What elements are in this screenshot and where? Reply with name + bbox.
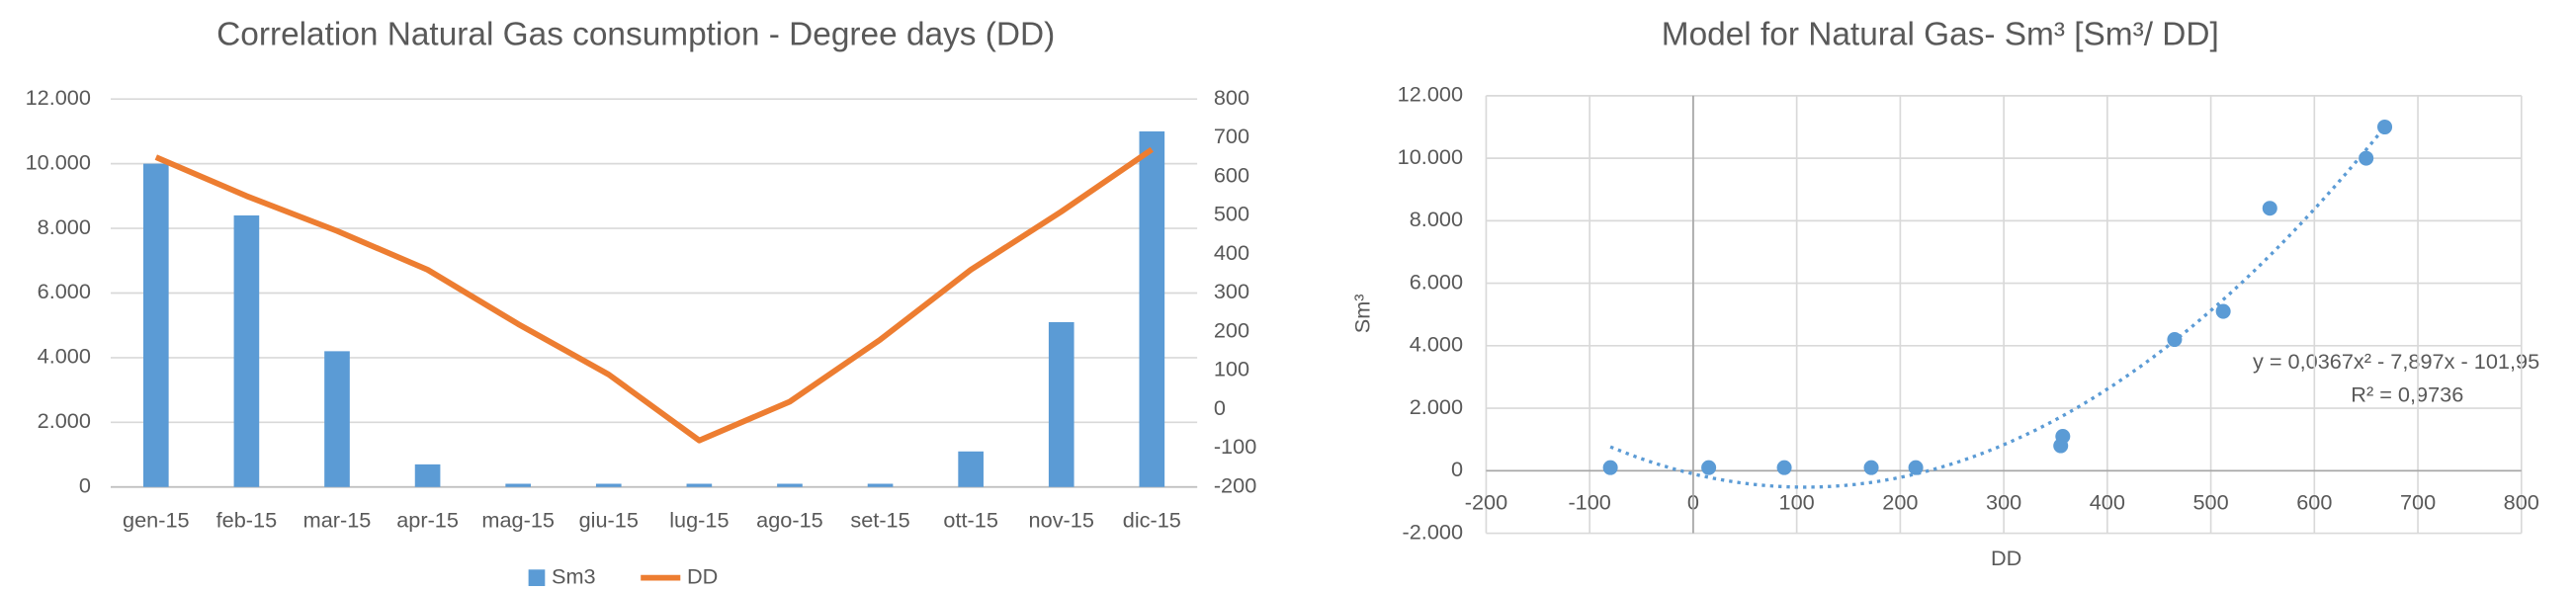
chart-title: Model for Natural Gas- Sm³ [Sm³/ DD] bbox=[1662, 17, 2219, 53]
point bbox=[2215, 303, 2231, 319]
x-tick-label: lug-15 bbox=[669, 508, 729, 533]
x-tick-label: 200 bbox=[1882, 489, 1918, 514]
point bbox=[1602, 460, 1618, 475]
point bbox=[1863, 460, 1879, 475]
y2-tick-label: 200 bbox=[1214, 317, 1249, 342]
y-tick-label: 6.000 bbox=[1410, 269, 1463, 294]
bar bbox=[324, 351, 350, 487]
point bbox=[1908, 460, 1924, 475]
y2-tick-label: -100 bbox=[1214, 434, 1256, 459]
point bbox=[2359, 150, 2374, 166]
x-tick-label: -100 bbox=[1568, 489, 1610, 514]
bar bbox=[414, 464, 441, 487]
y-tick-label: 0 bbox=[1451, 457, 1463, 481]
x-tick-label: 800 bbox=[2504, 489, 2539, 514]
bar bbox=[1139, 130, 1165, 487]
y-tick-label: 12.000 bbox=[1398, 82, 1463, 107]
x-tick-label: dic-15 bbox=[1123, 508, 1181, 533]
x-tick-label: mag-15 bbox=[481, 508, 555, 533]
bar bbox=[867, 483, 894, 487]
x-tick-label: 600 bbox=[2296, 489, 2332, 514]
point bbox=[2055, 429, 2071, 445]
y-tick-label: 4.000 bbox=[1410, 332, 1463, 357]
legend-label: DD bbox=[687, 563, 718, 588]
x-tick-label: ott-15 bbox=[943, 508, 998, 533]
x-tick-label: feb-15 bbox=[216, 508, 278, 533]
x-tick-label: mar-15 bbox=[303, 508, 372, 533]
y-tick-label: 4.000 bbox=[38, 344, 91, 369]
trendline bbox=[1609, 126, 2386, 489]
point bbox=[1701, 460, 1717, 475]
bar bbox=[233, 214, 260, 487]
y2-tick-label: -200 bbox=[1214, 472, 1256, 497]
y-tick-label: 12.000 bbox=[26, 85, 91, 110]
point bbox=[2262, 201, 2277, 216]
chart-title: Correlation Natural Gas consumption - De… bbox=[216, 17, 1055, 53]
legend-label: Sm3 bbox=[552, 563, 596, 588]
x-tick-label: giu-15 bbox=[579, 508, 639, 533]
y-tick-label: 6.000 bbox=[38, 279, 91, 303]
x-tick-label: ago-15 bbox=[756, 508, 823, 533]
bar bbox=[686, 483, 713, 487]
y2-tick-label: 100 bbox=[1214, 357, 1249, 381]
x-tick-label: 400 bbox=[2090, 489, 2125, 514]
y-tick-label: 10.000 bbox=[26, 149, 91, 174]
bar bbox=[142, 163, 169, 487]
y2-tick-label: 600 bbox=[1214, 162, 1249, 187]
y-tick-label: 10.000 bbox=[1398, 144, 1463, 169]
x-tick-label: 500 bbox=[2192, 489, 2228, 514]
line bbox=[154, 146, 1154, 444]
y2-tick-label: 0 bbox=[1214, 395, 1226, 420]
point bbox=[2377, 119, 2393, 135]
bar bbox=[1048, 321, 1074, 487]
y-tick-label: 8.000 bbox=[38, 214, 91, 239]
legend-swatch bbox=[528, 569, 546, 586]
bar bbox=[958, 451, 984, 487]
trendline-r-squared: R² = 0,9736 bbox=[2351, 382, 2463, 407]
y-tick-label: 8.000 bbox=[1410, 207, 1463, 231]
x-tick-label: 700 bbox=[2400, 489, 2436, 514]
trendline-equation: y = 0,0367x² - 7,897x - 101,95 bbox=[2253, 349, 2539, 374]
point bbox=[2167, 331, 2183, 348]
bar bbox=[595, 483, 622, 487]
y-axis-label: Sm³ bbox=[1350, 294, 1375, 333]
y2-tick-label: 500 bbox=[1214, 202, 1249, 226]
point bbox=[1776, 460, 1792, 475]
x-tick-label: set-15 bbox=[850, 508, 909, 533]
y2-tick-label: 800 bbox=[1214, 85, 1249, 110]
y-tick-label: 0 bbox=[79, 472, 91, 497]
y2-tick-label: 400 bbox=[1214, 240, 1249, 265]
x-tick-label: nov-15 bbox=[1029, 508, 1094, 533]
x-tick-label: 300 bbox=[1986, 489, 2021, 514]
bar bbox=[777, 483, 803, 487]
bar bbox=[505, 483, 532, 487]
x-tick-label: -200 bbox=[1465, 489, 1507, 514]
y-tick-label: 2.000 bbox=[38, 408, 91, 433]
x-tick-label: 100 bbox=[1779, 489, 1815, 514]
y-tick-label: 2.000 bbox=[1410, 394, 1463, 419]
y2-tick-label: 300 bbox=[1214, 279, 1249, 303]
x-tick-label: apr-15 bbox=[396, 508, 459, 533]
y2-tick-label: 700 bbox=[1214, 124, 1249, 148]
x-axis-label: DD bbox=[1991, 546, 2021, 570]
y-tick-label: -2.000 bbox=[1403, 519, 1464, 544]
x-tick-label: gen-15 bbox=[123, 508, 190, 533]
